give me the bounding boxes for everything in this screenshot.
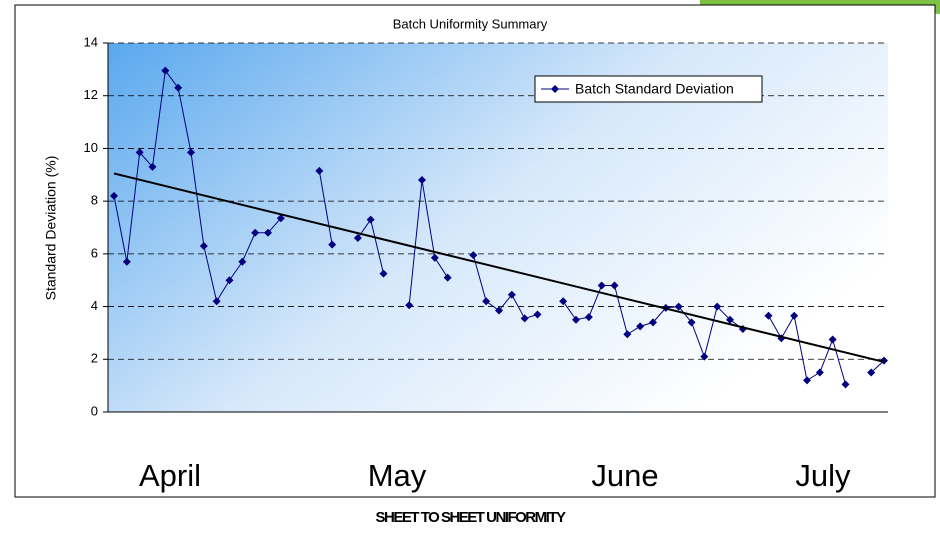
caption: SHEET TO SHEET UNIFORMITY: [376, 509, 566, 526]
data-point: [533, 310, 542, 319]
data-point: [187, 148, 195, 157]
data-point: [495, 306, 503, 315]
plot-area: [108, 43, 888, 412]
data-point: [700, 352, 709, 361]
decoration: [700, 0, 940, 14]
data-point: [713, 302, 722, 311]
data-point: [443, 273, 452, 282]
data-point: [405, 301, 414, 310]
data-point: [623, 330, 632, 339]
data-point: [353, 234, 362, 243]
legend-label: Batch Standard Deviation: [575, 81, 734, 97]
data-point: [110, 191, 118, 200]
legend-marker: [551, 85, 559, 93]
data-point: [135, 148, 144, 157]
data-point: [507, 290, 516, 299]
data-point: [867, 368, 876, 377]
data-point: [674, 302, 683, 311]
trend-line: [113, 172, 885, 363]
data-point: [430, 253, 439, 262]
data-point: [828, 335, 837, 344]
data-point: [790, 311, 799, 320]
legend-box: [534, 75, 763, 103]
data-point: [122, 257, 131, 266]
data-point: [482, 297, 491, 306]
data-point: [238, 257, 247, 266]
data-point: [841, 380, 850, 389]
data-point: [520, 314, 529, 323]
data-point: [687, 318, 696, 327]
data-point: [276, 214, 285, 223]
chart-title: Batch Uniformity Summary: [393, 16, 548, 31]
month-label: July: [795, 458, 851, 493]
month-label: April: [139, 458, 201, 493]
data-point: [328, 240, 337, 249]
data-point: [803, 376, 811, 385]
data-point: [764, 311, 773, 320]
data-point: [584, 313, 593, 322]
data-point: [880, 356, 888, 365]
data-point: [559, 297, 568, 306]
y-tick-label: 4: [91, 298, 98, 313]
y-tick-label: 14: [84, 34, 98, 49]
data-point: [649, 318, 657, 327]
data-point: [469, 251, 478, 260]
data-point: [199, 241, 208, 250]
month-label: May: [368, 458, 427, 493]
y-tick-label: 6: [91, 245, 98, 260]
y-axis-label: Standard Deviation (%): [43, 156, 59, 301]
y-tick-label: 10: [84, 140, 98, 155]
data-point: [161, 66, 170, 75]
data-point: [212, 297, 221, 306]
data-point: [610, 281, 619, 290]
y-tick-label: 12: [84, 87, 98, 102]
y-tick-label: 2: [91, 351, 98, 366]
y-tick-label: 0: [91, 403, 98, 418]
data-point: [174, 83, 183, 92]
data-point: [251, 228, 260, 237]
data-point: [597, 281, 606, 290]
data-point: [366, 215, 375, 224]
data-point: [726, 315, 734, 324]
data-point: [815, 368, 824, 377]
y-tick-label: 8: [91, 193, 98, 208]
data-point: [418, 176, 426, 185]
data-point: [148, 162, 157, 171]
data-point: [315, 166, 324, 175]
month-label: June: [591, 458, 658, 493]
data-point: [264, 228, 272, 237]
data-point: [636, 322, 645, 331]
data-point: [572, 315, 580, 324]
data-point: [379, 269, 388, 278]
data-point: [225, 276, 234, 285]
